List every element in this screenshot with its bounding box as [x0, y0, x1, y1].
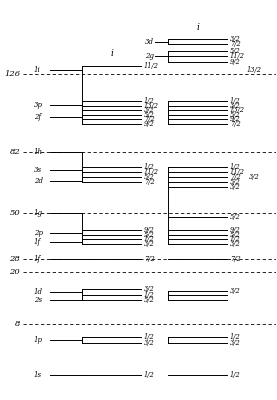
- Text: 1/2: 1/2: [144, 164, 155, 172]
- Text: 7/2: 7/2: [230, 120, 241, 128]
- Text: 5/2: 5/2: [230, 47, 241, 55]
- Text: 3s: 3s: [34, 166, 42, 174]
- Text: 3/2: 3/2: [230, 102, 241, 110]
- Text: 1/2: 1/2: [230, 371, 241, 379]
- Text: 28: 28: [9, 255, 20, 263]
- Text: 3/2: 3/2: [144, 240, 155, 248]
- Text: 1/2: 1/2: [230, 333, 241, 341]
- Text: 3d: 3d: [145, 38, 154, 46]
- Text: 3/2: 3/2: [144, 285, 155, 293]
- Text: 2g: 2g: [145, 52, 154, 60]
- Text: 9/2: 9/2: [230, 58, 241, 66]
- Text: 11/2: 11/2: [144, 62, 159, 70]
- Text: 2s: 2s: [34, 296, 42, 304]
- Text: 5/2: 5/2: [230, 230, 241, 238]
- Text: 7/2: 7/2: [144, 255, 155, 263]
- Text: 13/2: 13/2: [144, 102, 159, 110]
- Text: 7/2: 7/2: [230, 40, 241, 48]
- Text: 13/2: 13/2: [246, 66, 261, 74]
- Text: 11/2: 11/2: [230, 168, 245, 176]
- Text: 82: 82: [9, 148, 20, 156]
- Text: 20: 20: [9, 268, 20, 276]
- Text: 7/2: 7/2: [144, 178, 155, 186]
- Text: 1/2: 1/2: [144, 290, 155, 298]
- Text: 7/2: 7/2: [230, 255, 241, 263]
- Text: 2f: 2f: [34, 112, 41, 120]
- Text: 1/2: 1/2: [230, 235, 241, 243]
- Text: 1p: 1p: [34, 336, 43, 344]
- Text: 1/2: 1/2: [230, 164, 241, 172]
- Text: 9/2: 9/2: [230, 226, 241, 234]
- Text: 1/2: 1/2: [144, 235, 155, 243]
- Text: 50: 50: [9, 209, 20, 217]
- Text: 1/2: 1/2: [230, 98, 241, 106]
- Text: 13/2: 13/2: [230, 106, 245, 114]
- Text: 1d: 1d: [34, 288, 43, 296]
- Text: 8: 8: [15, 320, 20, 328]
- Text: i: i: [196, 23, 199, 32]
- Text: 126: 126: [4, 70, 20, 78]
- Text: 11/2: 11/2: [144, 168, 159, 176]
- Text: 5/2: 5/2: [230, 213, 241, 221]
- Text: 3/2: 3/2: [144, 339, 155, 347]
- Text: 5/2: 5/2: [230, 110, 241, 118]
- Text: 5/2: 5/2: [144, 110, 155, 118]
- Text: 3/2: 3/2: [230, 35, 241, 43]
- Text: 1f: 1f: [34, 238, 41, 246]
- Text: 3/2: 3/2: [230, 339, 241, 347]
- Text: 1g: 1g: [34, 209, 43, 217]
- Text: 3/2: 3/2: [144, 106, 155, 114]
- Text: 9/2: 9/2: [144, 226, 155, 234]
- Text: 7/2: 7/2: [230, 173, 241, 181]
- Text: 1f: 1f: [34, 255, 41, 263]
- Text: 3/2: 3/2: [230, 240, 241, 248]
- Text: 1/2: 1/2: [144, 371, 155, 379]
- Text: 2d: 2d: [34, 177, 43, 185]
- Text: 9/2: 9/2: [230, 115, 241, 123]
- Text: 5/2: 5/2: [144, 296, 155, 304]
- Text: 5/2: 5/2: [144, 230, 155, 238]
- Text: 5/2: 5/2: [144, 173, 155, 181]
- Text: 5/2: 5/2: [230, 178, 241, 186]
- Text: 11/2: 11/2: [230, 52, 245, 60]
- Text: 1s: 1s: [34, 371, 42, 379]
- Text: 3p: 3p: [34, 101, 43, 109]
- Text: 3/2: 3/2: [230, 286, 241, 294]
- Text: 1h: 1h: [34, 148, 43, 156]
- Text: 3/2: 3/2: [249, 173, 260, 181]
- Text: 7/2: 7/2: [144, 115, 155, 123]
- Text: i: i: [110, 48, 113, 58]
- Text: 1/2: 1/2: [144, 333, 155, 341]
- Text: 3/2: 3/2: [230, 183, 241, 191]
- Text: 1i: 1i: [34, 66, 40, 74]
- Text: 9/2: 9/2: [144, 120, 155, 128]
- Text: 2p: 2p: [34, 228, 43, 236]
- Text: 1/2: 1/2: [144, 98, 155, 106]
